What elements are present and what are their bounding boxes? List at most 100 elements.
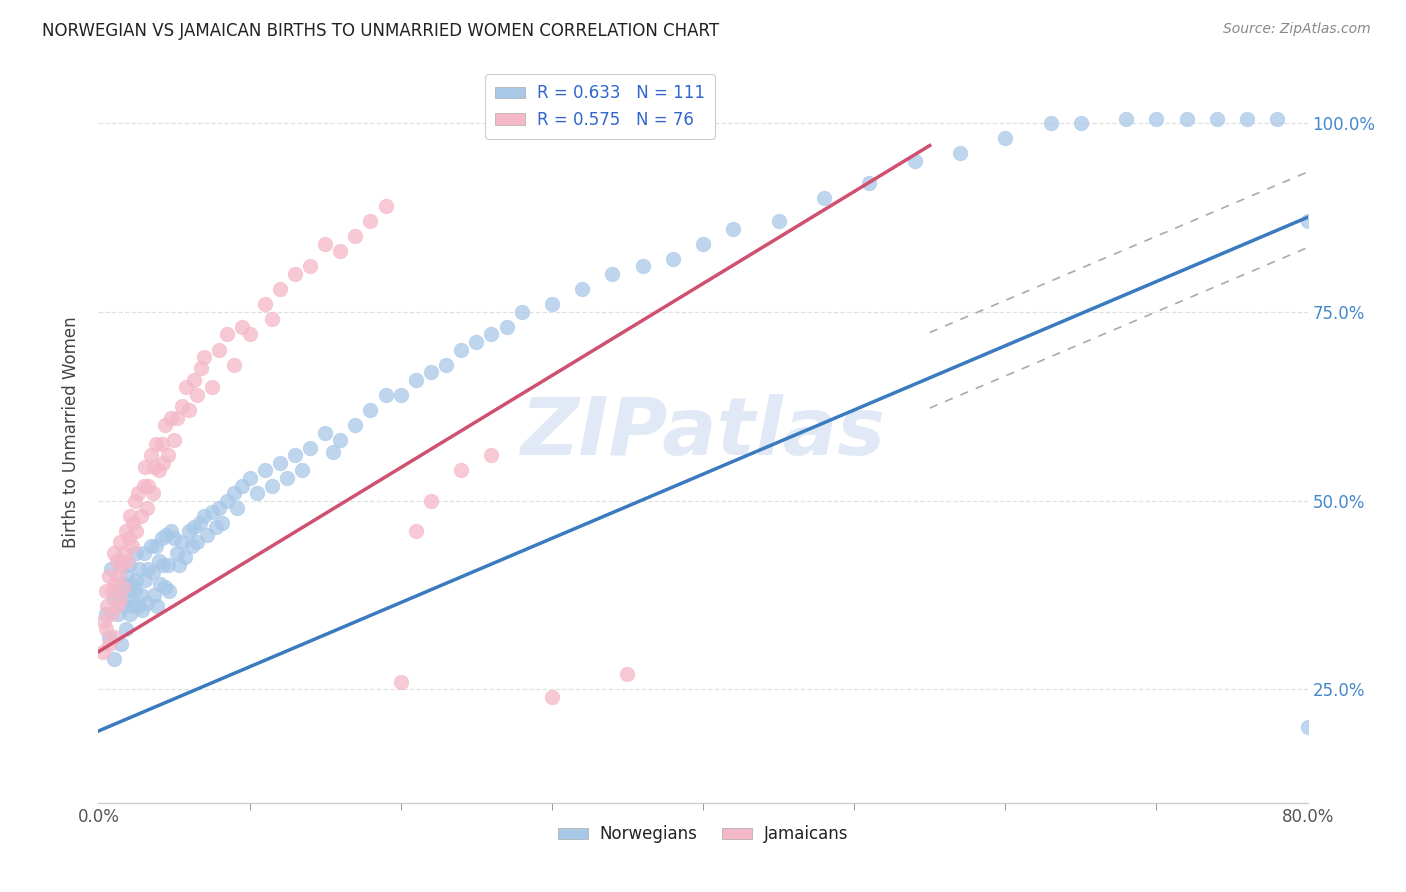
Point bbox=[155, 527, 177, 541]
Point bbox=[450, 463, 472, 477]
Point bbox=[101, 584, 124, 599]
Point bbox=[299, 260, 322, 274]
Point bbox=[112, 547, 135, 561]
Point bbox=[153, 581, 176, 595]
Point bbox=[148, 463, 170, 477]
Point bbox=[262, 478, 284, 492]
Text: NORWEGIAN VS JAMAICAN BIRTHS TO UNMARRIED WOMEN CORRELATION CHART: NORWEGIAN VS JAMAICAN BIRTHS TO UNMARRIE… bbox=[42, 22, 720, 40]
Point bbox=[94, 622, 117, 636]
Text: ZIPatlas: ZIPatlas bbox=[520, 393, 886, 472]
Point bbox=[145, 539, 167, 553]
Point bbox=[110, 558, 132, 572]
Point bbox=[201, 380, 224, 394]
Point bbox=[118, 584, 141, 599]
Point bbox=[148, 554, 170, 568]
Point bbox=[118, 558, 141, 572]
Point bbox=[224, 358, 246, 372]
Point bbox=[149, 576, 172, 591]
Point bbox=[135, 596, 157, 610]
Point bbox=[98, 630, 121, 644]
Point bbox=[540, 297, 562, 311]
Point bbox=[329, 244, 352, 259]
Point bbox=[110, 554, 132, 568]
Point bbox=[142, 566, 165, 580]
Point bbox=[103, 652, 125, 666]
Point bbox=[136, 478, 159, 492]
Point bbox=[481, 327, 503, 342]
Point bbox=[661, 252, 683, 266]
Point bbox=[208, 501, 231, 516]
Point bbox=[246, 486, 269, 500]
Point bbox=[143, 588, 166, 602]
Point bbox=[115, 554, 138, 568]
Point bbox=[103, 547, 125, 561]
Point bbox=[127, 486, 149, 500]
Point bbox=[111, 576, 134, 591]
Point bbox=[94, 607, 117, 621]
Point bbox=[179, 403, 201, 417]
Point bbox=[111, 581, 134, 595]
Point bbox=[128, 561, 150, 575]
Point bbox=[360, 403, 382, 417]
Point bbox=[224, 486, 246, 500]
Point bbox=[104, 576, 127, 591]
Point bbox=[107, 607, 129, 621]
Point bbox=[389, 674, 412, 689]
Point bbox=[314, 236, 336, 251]
Point bbox=[465, 334, 488, 349]
Point bbox=[143, 459, 166, 474]
Point bbox=[122, 516, 145, 531]
Point bbox=[1267, 112, 1289, 127]
Point bbox=[163, 532, 186, 546]
Point bbox=[193, 350, 215, 364]
Point bbox=[131, 603, 153, 617]
Point bbox=[125, 547, 148, 561]
Point bbox=[211, 516, 233, 531]
Point bbox=[269, 282, 291, 296]
Point bbox=[136, 561, 159, 575]
Point bbox=[163, 433, 186, 447]
Point bbox=[481, 448, 503, 462]
Point bbox=[405, 524, 427, 538]
Y-axis label: Births to Unmarried Women: Births to Unmarried Women bbox=[62, 317, 80, 549]
Point bbox=[215, 327, 238, 342]
Point bbox=[120, 607, 142, 621]
Point bbox=[107, 569, 129, 583]
Point bbox=[813, 191, 835, 205]
Point bbox=[153, 418, 176, 433]
Point bbox=[93, 615, 115, 629]
Point bbox=[110, 637, 132, 651]
Point bbox=[124, 493, 146, 508]
Point bbox=[108, 535, 131, 549]
Point bbox=[125, 524, 148, 538]
Point bbox=[105, 554, 128, 568]
Point bbox=[1115, 112, 1137, 127]
Point bbox=[571, 282, 593, 296]
Point bbox=[105, 599, 128, 614]
Point bbox=[121, 576, 143, 591]
Point bbox=[170, 399, 193, 413]
Point bbox=[96, 599, 118, 614]
Point bbox=[208, 343, 231, 357]
Point bbox=[360, 214, 382, 228]
Point bbox=[239, 471, 262, 485]
Point bbox=[160, 410, 183, 425]
Point bbox=[170, 535, 193, 549]
Point bbox=[269, 456, 291, 470]
Point bbox=[239, 327, 262, 342]
Point bbox=[160, 524, 183, 538]
Point bbox=[135, 501, 157, 516]
Point bbox=[201, 505, 224, 519]
Point bbox=[100, 561, 122, 575]
Point bbox=[129, 588, 152, 602]
Point bbox=[1296, 214, 1319, 228]
Point bbox=[152, 558, 174, 572]
Point bbox=[329, 433, 352, 447]
Point bbox=[405, 373, 427, 387]
Point bbox=[322, 444, 344, 458]
Point bbox=[166, 547, 188, 561]
Legend: Norwegians, Jamaicans: Norwegians, Jamaicans bbox=[551, 819, 855, 850]
Point bbox=[1206, 112, 1229, 127]
Point bbox=[132, 478, 155, 492]
Point bbox=[174, 380, 197, 394]
